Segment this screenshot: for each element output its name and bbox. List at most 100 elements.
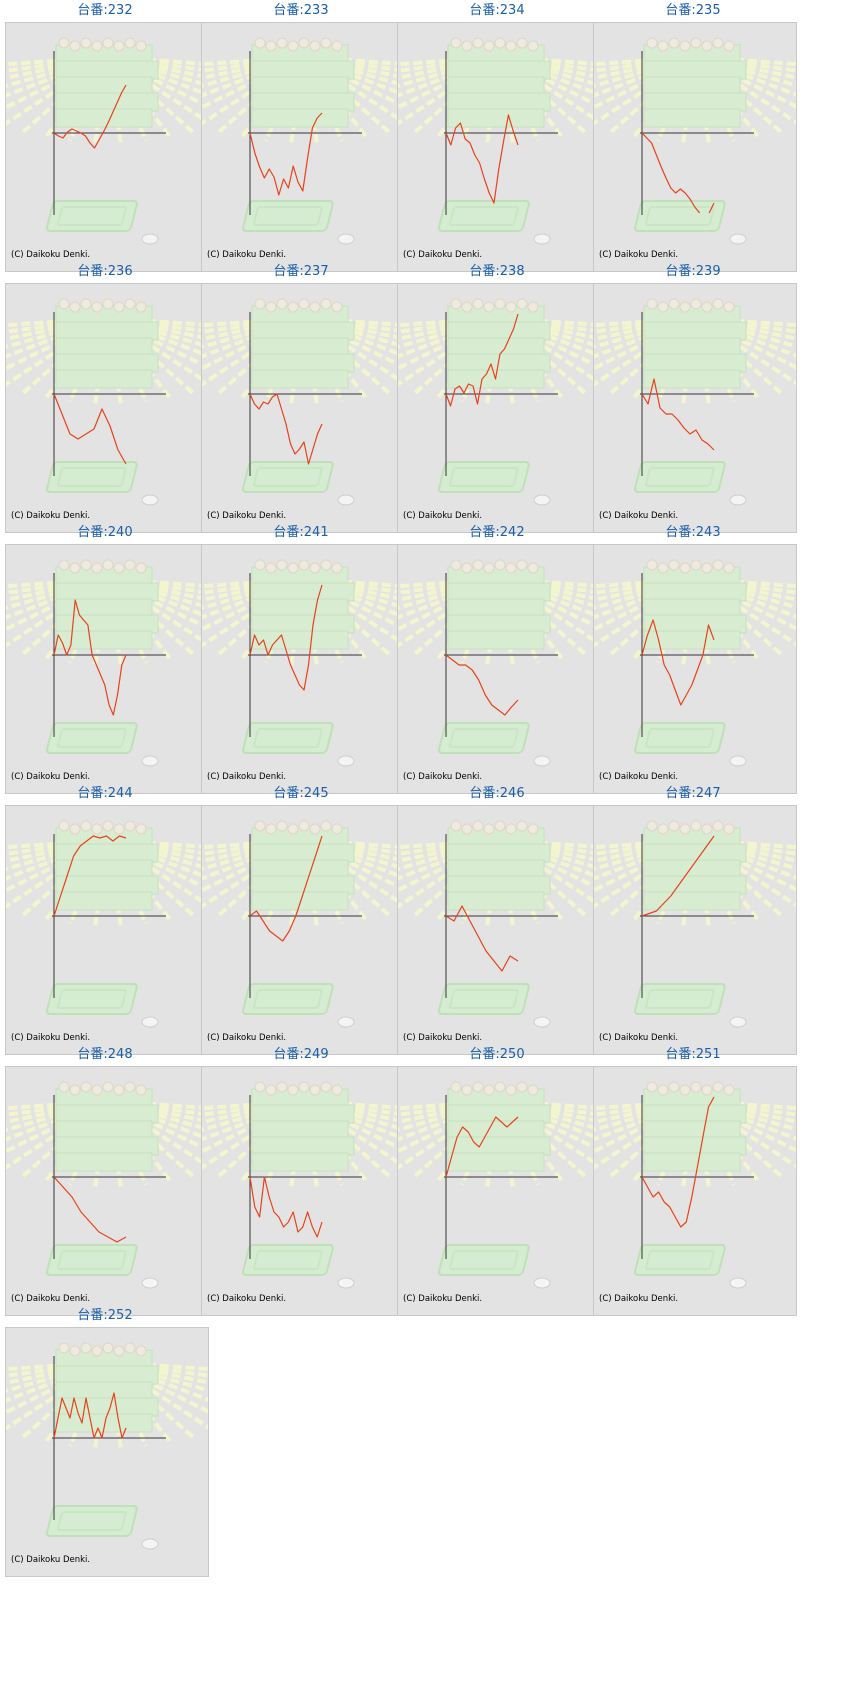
background-box	[643, 614, 747, 634]
copyright-text: (C) Daikoku Denki.	[11, 1033, 91, 1043]
machine-title-link[interactable]: 台番:241	[273, 525, 329, 540]
background-bead	[527, 562, 539, 574]
background-bead	[309, 1084, 321, 1096]
background-tray	[633, 1244, 726, 1276]
copyright-text: (C) Daikoku Denki.	[11, 250, 91, 260]
data-series-line	[641, 132, 701, 214]
background-tray-inner	[645, 728, 715, 748]
machine-tile: 台番:246 (C) Daikoku Denki.	[392, 783, 602, 1055]
machine-tile: 台番:241 (C) Daikoku Denki.	[196, 522, 406, 794]
machine-title-link[interactable]: 台番:232	[77, 3, 133, 18]
background-bead	[276, 820, 288, 832]
machine-title-link[interactable]: 台番:240	[77, 525, 133, 540]
machine-title-link[interactable]: 台番:243	[665, 525, 721, 540]
machine-title-link[interactable]: 台番:249	[273, 1047, 329, 1062]
background-bead	[124, 820, 136, 832]
machine-title-link[interactable]: 台番:234	[469, 3, 525, 18]
background-bead	[472, 1081, 484, 1093]
background-bead	[298, 1081, 310, 1093]
machine-tile: 台番:250 (C) Daikoku Denki.	[392, 1044, 602, 1316]
machine-tile: 台番:239 (C) Daikoku Denki.	[588, 261, 798, 533]
machine-title-link[interactable]: 台番:252	[77, 1308, 133, 1323]
background-box	[55, 598, 153, 618]
background-tray-inner	[645, 206, 715, 226]
background-ray	[695, 838, 796, 892]
machine-title-link[interactable]: 台番:250	[469, 1047, 525, 1062]
background-bead	[331, 40, 343, 52]
background-bead	[113, 1084, 125, 1096]
copyright-text: (C) Daikoku Denki.	[11, 1294, 91, 1304]
graph-panel: (C) Daikoku Denki.	[201, 1066, 405, 1316]
background-bead	[483, 1084, 495, 1096]
background-bead	[679, 1084, 691, 1096]
background-bead	[657, 823, 669, 835]
machine-title-link[interactable]: 台番:247	[665, 786, 721, 801]
machine-title-link[interactable]: 台番:235	[665, 3, 721, 18]
background-bead	[254, 298, 266, 310]
background-box	[251, 859, 349, 879]
machine-title-link[interactable]: 台番:242	[469, 525, 525, 540]
background-bead	[668, 298, 680, 310]
machine-title-link[interactable]: 台番:245	[273, 786, 329, 801]
background-ray	[303, 316, 404, 370]
background-bead	[461, 40, 473, 52]
background-box	[55, 582, 159, 602]
graph-panel: (C) Daikoku Denki.	[201, 805, 405, 1055]
background-bead	[494, 37, 506, 49]
background-box	[55, 1104, 159, 1124]
background-bead	[494, 1081, 506, 1093]
background-bead	[646, 820, 658, 832]
background-bead	[483, 823, 495, 835]
machine-title-link[interactable]: 台番:246	[469, 786, 525, 801]
background-bead	[472, 559, 484, 571]
background-bead	[527, 823, 539, 835]
graph-panel: (C) Daikoku Denki.	[5, 544, 209, 794]
background-ray	[303, 577, 404, 631]
background-bead	[723, 562, 735, 574]
data-series-line	[641, 619, 715, 706]
background-bead	[701, 1084, 713, 1096]
background-bead	[450, 559, 462, 571]
background-bead	[679, 823, 691, 835]
machine-title-link[interactable]: 台番:239	[665, 264, 721, 279]
background-bead	[723, 1084, 735, 1096]
background-ray	[398, 55, 501, 110]
machine-title-link[interactable]: 台番:244	[77, 786, 133, 801]
background-bead	[91, 823, 103, 835]
background-tray	[241, 722, 334, 754]
background-ray	[499, 316, 600, 370]
machine-title-link[interactable]: 台番:237	[273, 264, 329, 279]
copyright-text: (C) Daikoku Denki.	[599, 1294, 679, 1304]
data-series-line	[445, 905, 519, 972]
background-bead	[331, 562, 343, 574]
background-box	[55, 321, 159, 341]
machine-tile: 台番:232 (C) Daikoku Denki.	[0, 0, 210, 272]
machine-title-link[interactable]: 台番:238	[469, 264, 525, 279]
background-bead	[690, 820, 702, 832]
background-ray	[303, 1099, 404, 1153]
background-tray-inner	[449, 1250, 519, 1270]
background-bead	[505, 562, 517, 574]
background-box	[55, 1365, 159, 1385]
background-bead	[516, 820, 528, 832]
machine-title-link[interactable]: 台番:236	[77, 264, 133, 279]
background-ray	[202, 55, 305, 110]
background-bead	[91, 40, 103, 52]
machine-title-link[interactable]: 台番:248	[77, 1047, 133, 1062]
background-tray-inner	[253, 989, 323, 1009]
background-box	[447, 1120, 545, 1140]
background-tray-inner	[253, 206, 323, 226]
background-bead	[494, 559, 506, 571]
background-bead	[472, 37, 484, 49]
background-bead	[723, 40, 735, 52]
background-bead	[712, 820, 724, 832]
background-box	[643, 582, 747, 602]
background-box	[55, 337, 153, 357]
copyright-text: (C) Daikoku Denki.	[599, 511, 679, 521]
machine-title-link[interactable]: 台番:251	[665, 1047, 721, 1062]
background-box	[251, 1152, 349, 1172]
machine-tile: 台番:248 (C) Daikoku Denki.	[0, 1044, 210, 1316]
line-chart	[594, 1081, 796, 1289]
background-tray-inner	[57, 467, 127, 487]
machine-title-link[interactable]: 台番:233	[273, 3, 329, 18]
